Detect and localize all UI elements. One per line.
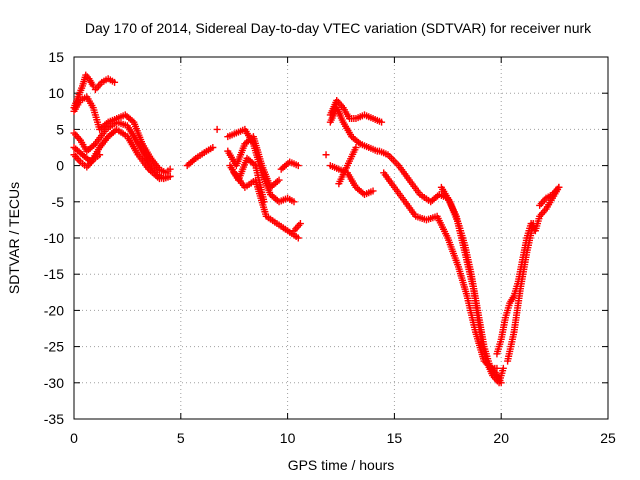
series-track-e — [70, 125, 174, 183]
data-point — [369, 187, 377, 195]
series-track-l — [230, 169, 302, 242]
x-tick-label: 15 — [387, 430, 403, 446]
data-point — [294, 234, 302, 242]
data-point — [555, 183, 563, 191]
y-tick-label: -25 — [44, 339, 64, 355]
chart-title: Day 170 of 2014, Sidereal Day-to-day VTE… — [85, 20, 592, 36]
series-track-j — [224, 133, 283, 191]
y-tick-label: -15 — [44, 266, 64, 282]
data-point — [296, 220, 304, 228]
series-track-w — [493, 183, 563, 358]
series-track-d — [70, 118, 174, 183]
series-track-n — [290, 220, 304, 235]
y-tick-label: -5 — [52, 194, 65, 210]
y-tick-label: 10 — [48, 85, 64, 101]
data-point — [166, 165, 174, 173]
series-track-t — [375, 147, 507, 387]
data-point — [378, 118, 386, 126]
y-tick-label: 5 — [56, 121, 64, 137]
series-track-m — [277, 158, 302, 173]
y-tick-label: -35 — [44, 411, 64, 427]
series-track-h — [213, 125, 221, 133]
data-point — [497, 379, 505, 387]
series-track-g — [183, 144, 217, 170]
x-tick-label: 20 — [493, 430, 509, 446]
data-point — [275, 176, 283, 184]
series-track-y — [536, 183, 563, 209]
y-tick-label: -10 — [44, 230, 64, 246]
data-point — [96, 151, 104, 159]
series-track-x — [504, 220, 537, 365]
series-track-o — [326, 96, 386, 126]
series-track-f — [70, 151, 104, 171]
y-tick-label: 0 — [56, 158, 64, 174]
y-axis-label: SDTVAR / TECUs — [6, 182, 22, 294]
data-point — [111, 78, 119, 86]
data-point — [322, 151, 330, 159]
series-track-q — [322, 151, 330, 159]
series-track-u — [380, 169, 505, 387]
axis-ticks: 0 5 10 15 20 25 -35 -30 -25 -20 -15 -10 -5 0 5 10 15 — [44, 49, 616, 446]
y-tick-label: -20 — [44, 302, 64, 318]
data-point — [499, 364, 507, 372]
data-point — [213, 125, 221, 133]
x-axis-label: GPS time / hours — [288, 457, 395, 473]
series-track-b — [91, 75, 119, 94]
data-point — [493, 364, 501, 372]
data-point — [166, 172, 174, 180]
data-point — [294, 162, 302, 170]
data-points — [70, 71, 563, 387]
y-tick-label: 15 — [48, 49, 64, 65]
x-tick-label: 5 — [177, 430, 185, 446]
series-track-v — [437, 183, 501, 372]
data-point — [352, 144, 360, 151]
data-point — [209, 144, 217, 151]
series-track-r — [326, 162, 377, 199]
data-point — [290, 198, 298, 206]
series-track-s — [335, 144, 360, 188]
x-tick-label: 25 — [600, 430, 616, 446]
y-tick-label: -30 — [44, 375, 64, 391]
x-tick-label: 0 — [70, 430, 78, 446]
series-track-p — [326, 104, 381, 155]
x-tick-label: 10 — [280, 430, 296, 446]
data-point — [529, 220, 537, 228]
